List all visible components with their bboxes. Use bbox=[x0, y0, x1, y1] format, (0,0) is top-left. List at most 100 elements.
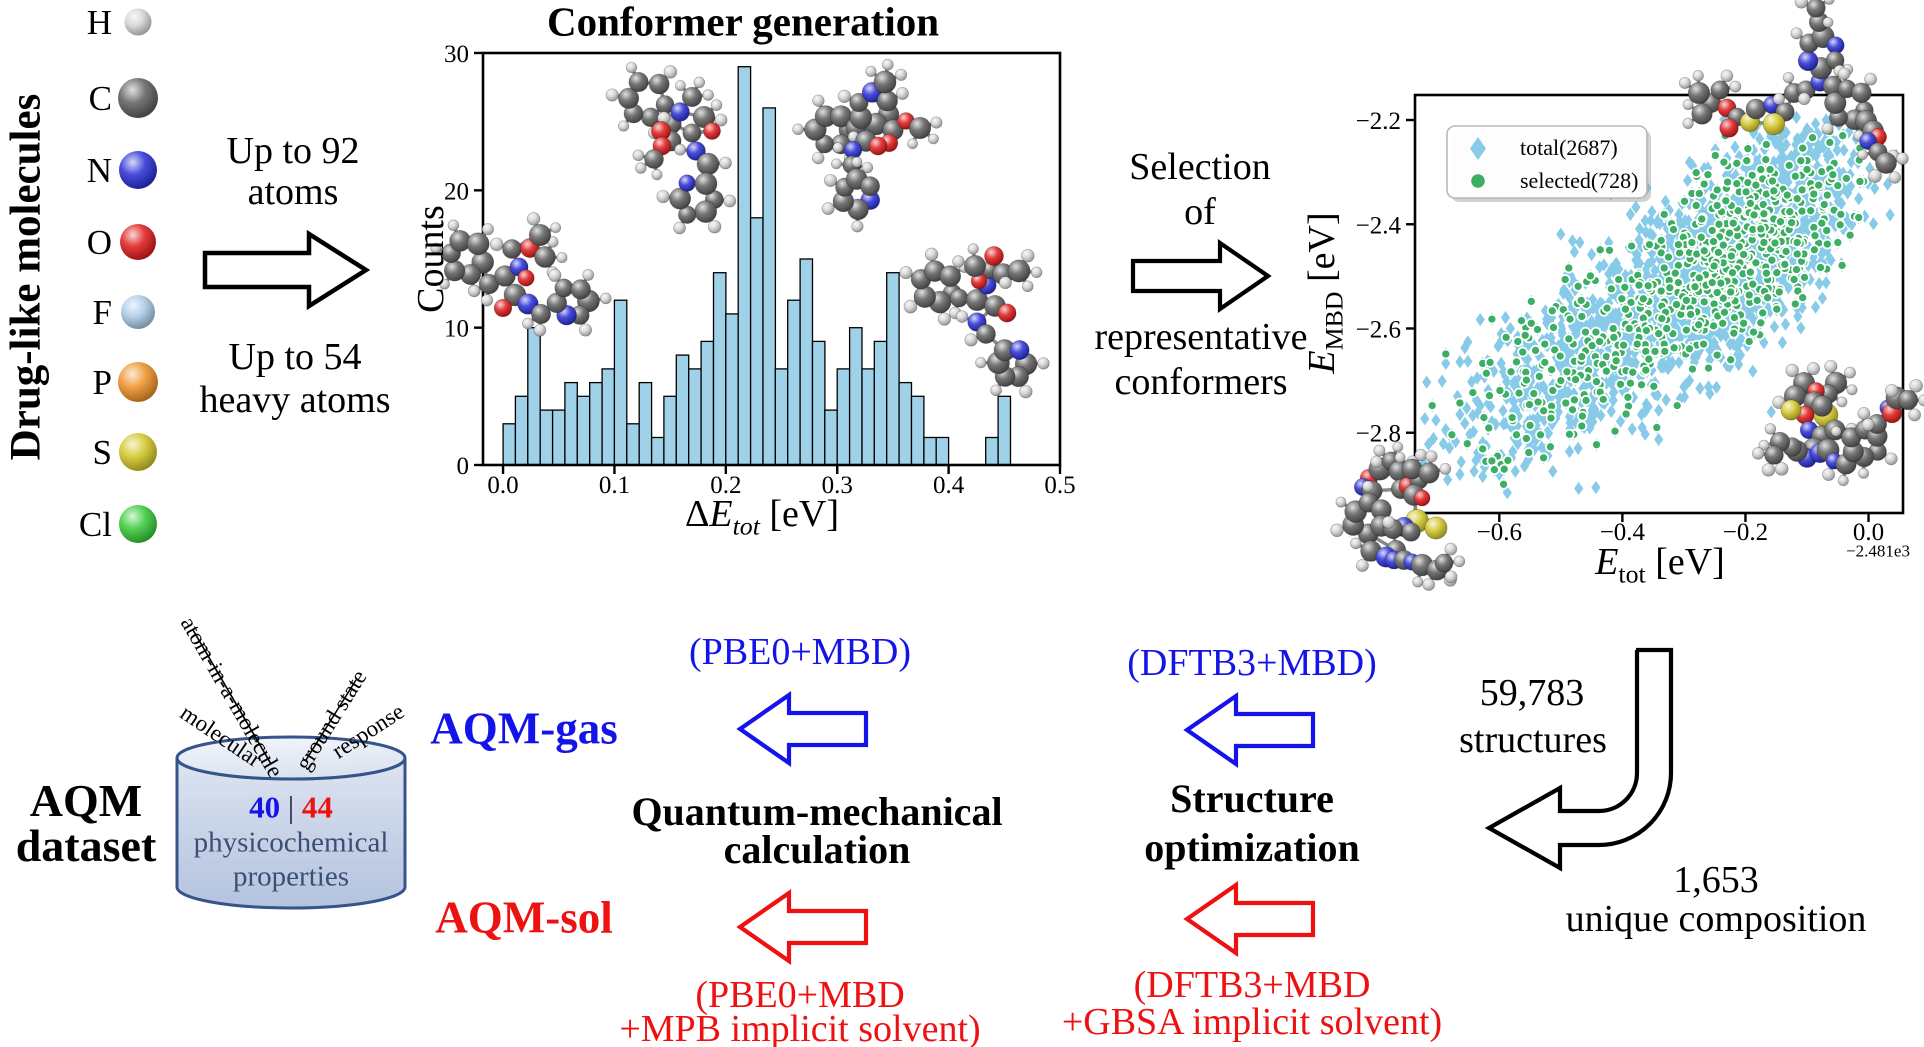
atom-C bbox=[849, 92, 869, 113]
atom-C bbox=[682, 123, 702, 143]
ylabel-subscript: MBD bbox=[1319, 291, 1349, 351]
hist-bar bbox=[910, 395, 925, 466]
scatter-point-selected bbox=[1693, 319, 1705, 331]
atom-H bbox=[952, 255, 965, 268]
atom-N bbox=[686, 141, 706, 161]
label-pbe0-sol-line1: (PBE0+MBD bbox=[695, 974, 905, 1016]
xlabel-subscript: tot bbox=[732, 511, 760, 541]
scatter-point-selected bbox=[1715, 277, 1727, 289]
atom-H bbox=[1761, 463, 1776, 477]
label-structure: Structure bbox=[1170, 776, 1334, 821]
scatter-point-selected bbox=[1687, 363, 1698, 375]
atom-H bbox=[1021, 248, 1035, 263]
atom-N bbox=[1797, 50, 1819, 72]
scatter-point-selected bbox=[1789, 170, 1801, 182]
atom-legend-symbol-C: C bbox=[89, 79, 112, 118]
atom-legend-sphere-S bbox=[119, 433, 157, 471]
scatter-point-selected bbox=[1768, 185, 1780, 197]
atom-C bbox=[1434, 553, 1454, 573]
y-tick-label: −2.6 bbox=[1356, 316, 1401, 343]
scatter-point-selected bbox=[1620, 303, 1631, 315]
label-representative: representative bbox=[1094, 316, 1308, 358]
atom-H bbox=[990, 384, 1002, 397]
atom-H bbox=[1394, 451, 1406, 464]
atom-C bbox=[1875, 152, 1897, 174]
scatter-point-selected bbox=[1658, 209, 1670, 220]
atom-H bbox=[1037, 357, 1050, 370]
scatter-point-selected bbox=[1743, 289, 1755, 301]
atom-legend-sphere-Cl bbox=[119, 505, 157, 543]
scatter-point-selected bbox=[1637, 293, 1649, 305]
hist-bar bbox=[663, 395, 677, 466]
atom-H bbox=[881, 58, 894, 71]
atom-O bbox=[997, 303, 1017, 323]
atom-H bbox=[468, 284, 481, 298]
scatter-point-selected bbox=[1673, 239, 1684, 250]
scatter-point-selected bbox=[1649, 346, 1661, 357]
atom-C bbox=[694, 172, 718, 196]
scatter-point-selected bbox=[1626, 240, 1637, 252]
label-pbe0-sol-line2: +MPB implicit solvent) bbox=[619, 1008, 981, 1047]
scatter-point-selected bbox=[1738, 317, 1749, 329]
scatter-point-selected bbox=[1673, 277, 1684, 288]
atom-H bbox=[526, 212, 541, 226]
xlabel-unit: [eV] bbox=[759, 493, 840, 535]
atom-H bbox=[1439, 462, 1452, 475]
y-tick-label: 20 bbox=[444, 178, 469, 205]
scatter-point-selected bbox=[1834, 219, 1846, 231]
scatter-point-selected bbox=[1821, 189, 1833, 201]
x-tick-label: −0.6 bbox=[1477, 519, 1522, 546]
label-up-to-92-line2: atoms bbox=[247, 171, 339, 213]
scatter-point-selected bbox=[1722, 176, 1733, 188]
scatter-point-selected bbox=[1751, 295, 1763, 306]
scatter-point-selected bbox=[1580, 326, 1591, 338]
scatter-point-selected bbox=[1664, 282, 1676, 294]
atom-C bbox=[860, 176, 880, 197]
scatter-point-selected bbox=[1807, 132, 1818, 144]
label-dftb-gas: (DFTB3+MBD) bbox=[1127, 642, 1377, 684]
atom-H bbox=[1797, 92, 1811, 106]
scatter-point-selected bbox=[1563, 262, 1575, 274]
atom-C bbox=[618, 87, 640, 109]
scatter-point-selected bbox=[1505, 366, 1517, 378]
scatter-point-selected bbox=[1767, 175, 1778, 187]
scatter-point-selected bbox=[1426, 400, 1438, 411]
atom-O bbox=[984, 246, 1004, 266]
hist-bar bbox=[725, 313, 739, 466]
scatter-point-selected bbox=[1761, 139, 1772, 150]
atom-C bbox=[502, 239, 522, 259]
scatter-point-selected bbox=[1671, 400, 1683, 411]
atom-H bbox=[481, 223, 494, 236]
scatter-offset-label: −2.481e3 bbox=[1846, 541, 1910, 561]
scatter-point-selected bbox=[1837, 130, 1849, 142]
atom-H bbox=[1822, 468, 1836, 482]
scatter-point-selected bbox=[1809, 244, 1820, 256]
atom-H bbox=[1821, 122, 1834, 135]
atom-O bbox=[703, 122, 721, 140]
scatter-point-selected bbox=[1572, 280, 1584, 292]
scatter-point-selected bbox=[1727, 217, 1739, 229]
scatter-point-selected bbox=[1832, 180, 1844, 192]
scatter-point-selected bbox=[1655, 235, 1667, 246]
scatter-point-selected bbox=[1706, 277, 1718, 288]
scatter-point-selected bbox=[1538, 452, 1549, 464]
scatter-point-selected bbox=[1530, 345, 1541, 356]
scatter-point-selected bbox=[1524, 420, 1536, 431]
scatter-point-selected bbox=[1569, 394, 1580, 406]
x-tick-label: −0.2 bbox=[1723, 519, 1768, 546]
scatter-point-selected bbox=[1653, 328, 1665, 340]
scatter-point-selected bbox=[1576, 311, 1588, 322]
scatter-point-selected bbox=[1613, 274, 1625, 285]
atom-C bbox=[692, 105, 716, 129]
xlabel-symbol: E bbox=[1595, 541, 1619, 583]
scatter-point-selected bbox=[1446, 429, 1458, 441]
hist-bar bbox=[997, 395, 1012, 466]
atom-H bbox=[821, 202, 835, 216]
x-tick-label: 0.5 bbox=[1044, 472, 1075, 499]
cylinder-top bbox=[175, 735, 407, 781]
atom-H bbox=[1720, 69, 1734, 83]
atom-H bbox=[1837, 67, 1851, 80]
scatter-point-selected bbox=[1801, 164, 1813, 175]
